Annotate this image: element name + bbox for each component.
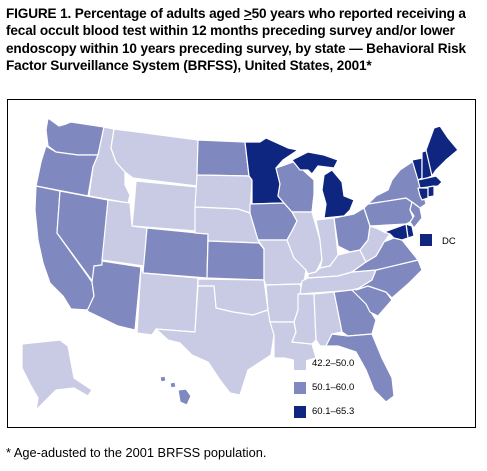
map-frame: DC 42.2–50.0 50.1–60.0 60.1–65.3 [7, 99, 476, 428]
state-ma [417, 175, 443, 189]
state-az [86, 260, 142, 331]
state-ks [206, 240, 265, 281]
legend-swatch-mid [294, 382, 306, 394]
title-prefix: FIGURE 1. Percentage of adults aged [6, 6, 244, 21]
title-ge-symbol: > [243, 6, 252, 21]
dc-label: DC [442, 236, 456, 247]
state-ak [21, 339, 93, 411]
legend-label-mid: 50.1–60.0 [312, 382, 355, 393]
state-me [425, 125, 459, 177]
legend-swatch-high [294, 406, 306, 418]
legend-swatch-low [294, 358, 306, 370]
legend-label-high: 60.1–65.3 [312, 406, 355, 417]
footnote: * Age-adusted to the 2001 BRFSS populati… [6, 445, 267, 460]
state-md [383, 223, 409, 241]
state-wy [131, 180, 198, 232]
state-nc [355, 259, 423, 299]
figure-title: FIGURE 1. Percentage of adults aged >50 … [6, 5, 482, 75]
state-mi [291, 151, 355, 219]
state-ct [417, 187, 429, 201]
state-ri [427, 185, 435, 198]
state-fl [325, 333, 395, 403]
us-choropleth-map [21, 117, 459, 418]
state-nj [409, 201, 423, 229]
state-wa [45, 117, 105, 156]
state-hi [159, 375, 192, 406]
legend-label-low: 42.2–50.0 [312, 358, 355, 369]
state-dc [420, 234, 432, 246]
title-suffix: 50 years who reported receiving a fecal … [6, 6, 466, 74]
state-co [142, 227, 209, 279]
state-nd [196, 139, 250, 177]
state-nm [136, 266, 199, 336]
state-tx [155, 285, 275, 396]
